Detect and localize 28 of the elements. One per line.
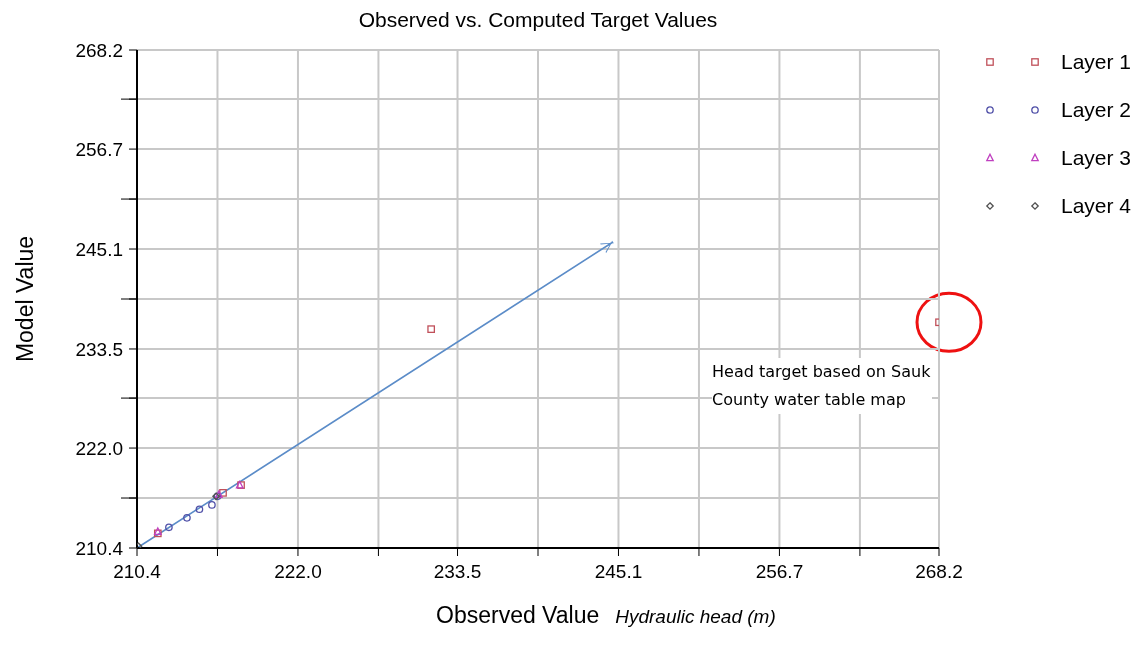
annotation: Head target based on Sauk County water table map bbox=[712, 358, 932, 415]
y-tick-label: 268.2 bbox=[75, 40, 123, 61]
point bbox=[137, 542, 143, 548]
point bbox=[208, 501, 216, 509]
point bbox=[427, 325, 436, 334]
y-tick-label: 245.1 bbox=[75, 239, 123, 261]
x-tick-label: 233.5 bbox=[433, 561, 482, 582]
point bbox=[165, 523, 173, 532]
legend-label: Layer 2 bbox=[1061, 98, 1132, 122]
y-tick-label: 222.0 bbox=[75, 438, 123, 460]
x-tick-label: 245.1 bbox=[594, 561, 643, 582]
x-tick-label: 256.7 bbox=[755, 561, 804, 582]
point bbox=[195, 505, 204, 514]
x-axis-title: Observed Value bbox=[436, 602, 600, 629]
chart-title: Observed vs. Computed Target Values bbox=[357, 8, 719, 32]
legend-label: Layer 3 bbox=[1061, 146, 1132, 170]
x-tick-label: 268.2 bbox=[915, 561, 963, 582]
y-tick-label: 256.7 bbox=[75, 139, 123, 161]
y-tick-label: 233.5 bbox=[75, 338, 123, 360]
point bbox=[183, 513, 191, 522]
y-tick-label: 210.4 bbox=[75, 538, 124, 559]
text: Hydraulic head (m) bbox=[615, 606, 776, 628]
point bbox=[219, 489, 227, 497]
legend-label: Layer 4 bbox=[1061, 194, 1132, 218]
y-axis-title: Model Value bbox=[11, 235, 39, 363]
legend-label: Layer 1 bbox=[1061, 50, 1132, 74]
x-tick-label: 210.4 bbox=[113, 561, 162, 582]
x-tick-label: 222.0 bbox=[274, 561, 322, 582]
